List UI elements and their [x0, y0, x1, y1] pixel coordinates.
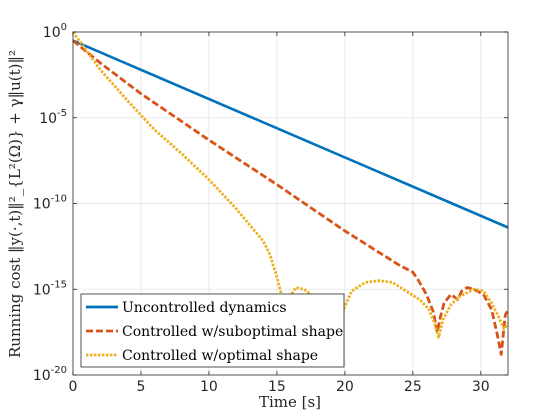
y-tick-base: 10 — [43, 25, 61, 41]
x-tick-label: 0 — [69, 379, 78, 395]
y-tick-label: 10-10 — [33, 194, 67, 213]
y-tick-label: 10-15 — [33, 279, 67, 298]
legend-label-1: Uncontrolled dynamics — [122, 300, 287, 316]
y-tick-base: 10 — [39, 111, 57, 127]
y-tick-exponent: -10 — [51, 194, 67, 205]
x-tick-label: 5 — [137, 379, 146, 395]
y-axis-title: Running cost ‖y(·,t)‖²_{L²(Ω)} + γ‖u(t)‖… — [6, 50, 24, 358]
y-tick-exponent: 0 — [61, 22, 67, 33]
series-layer — [71, 31, 510, 356]
x-axis-title-text: Time [s] — [259, 393, 321, 411]
y-tick-label: 100 — [43, 22, 67, 41]
y-tick-exponent: -20 — [51, 365, 67, 376]
series-line-1 — [72, 39, 509, 229]
x-tick-label: 15 — [268, 379, 286, 395]
y-tick-exponent: -5 — [57, 108, 67, 119]
x-tick-label: 10 — [200, 379, 218, 395]
legend-label-2: Controlled w/suboptimal shape — [122, 324, 343, 340]
y-tick-label: 10-5 — [39, 108, 67, 127]
y-tick-label: 10-20 — [33, 365, 67, 384]
y-tick-base: 10 — [33, 197, 51, 213]
legend-box — [80, 293, 345, 368]
x-tick-label: 25 — [404, 379, 422, 395]
legend: Uncontrolled dynamics Controlled w/subopt… — [80, 293, 345, 368]
grid — [73, 32, 508, 375]
series-line-3 — [71, 31, 510, 339]
x-axis-title: Time [s] — [259, 393, 321, 411]
x-tick-label: 20 — [336, 379, 354, 395]
y-axis-title-text: Running cost ‖y(·,t)‖²_{L²(Ω)} + γ‖u(t)‖… — [6, 50, 24, 358]
y-tick-base: 10 — [33, 282, 51, 298]
y-tick-exponent: -15 — [51, 279, 67, 290]
x-tick-label: 30 — [472, 379, 490, 395]
series-line-2 — [72, 39, 510, 356]
y-tick-base: 10 — [33, 368, 51, 384]
legend-label-3: Controlled w/optimal shape — [122, 348, 318, 364]
